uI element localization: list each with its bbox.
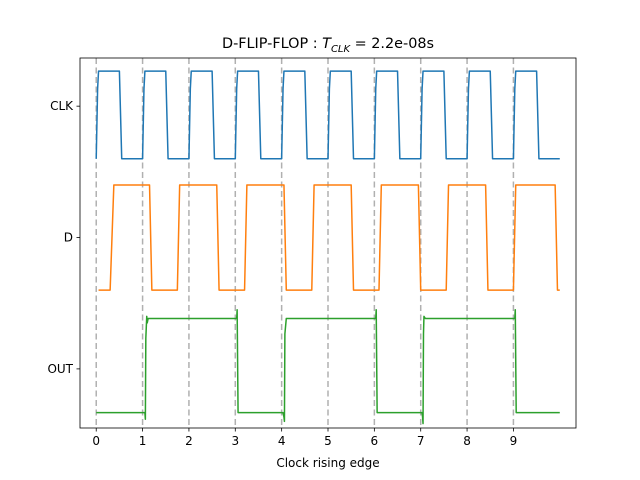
series-line-2 — [96, 309, 560, 425]
chart-title: D-FLIP-FLOP : TCLK = 2.2e-08s — [222, 36, 434, 55]
x-tick-label: 2 — [185, 434, 193, 448]
title-prefix: D-FLIP-FLOP : — [222, 36, 322, 52]
title-symbol: T — [322, 36, 332, 52]
x-axis-label: Clock rising edge — [276, 456, 379, 470]
grid-layer — [95, 58, 515, 428]
y-tick-label: CLK — [50, 99, 74, 113]
x-tick-label: 4 — [278, 434, 286, 448]
x-tick-label: 7 — [417, 434, 425, 448]
title-subscript: CLK — [331, 44, 352, 55]
series-line-1 — [98, 184, 560, 291]
x-tick-label: 5 — [324, 434, 332, 448]
y-tick-label: OUT — [47, 362, 73, 376]
title-suffix: = 2.2e-08s — [350, 36, 434, 52]
x-axis-ticks: 0 1 2 3 4 5 6 7 8 9 — [92, 428, 517, 448]
x-tick-label: 8 — [463, 434, 471, 448]
x-tick-label: 3 — [231, 434, 239, 448]
x-tick-label: 1 — [139, 434, 147, 448]
y-tick-label: D — [64, 231, 73, 245]
x-tick-label: 0 — [92, 434, 100, 448]
series-line-0 — [95, 70, 560, 160]
series-layer — [95, 70, 560, 425]
x-tick-label: 9 — [510, 434, 518, 448]
y-axis-ticks: CLK D OUT — [47, 99, 80, 376]
x-tick-label: 6 — [371, 434, 379, 448]
